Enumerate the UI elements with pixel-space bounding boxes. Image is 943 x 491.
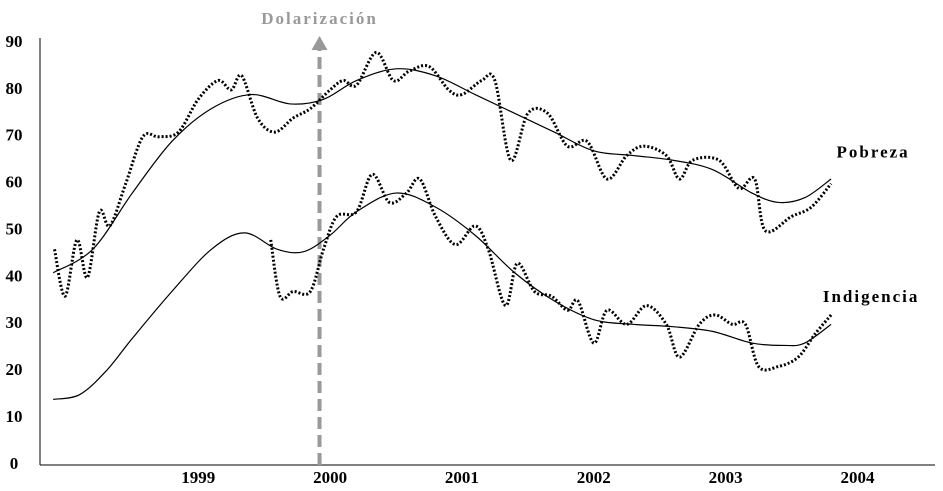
series-line bbox=[53, 50, 833, 298]
x-tick-label: 2004 bbox=[840, 468, 875, 487]
x-tick-label: 2000 bbox=[313, 468, 347, 487]
y-tick-label: 70 bbox=[6, 126, 23, 145]
y-tick-label: 80 bbox=[6, 79, 23, 98]
y-tick-label: 20 bbox=[6, 360, 23, 379]
y-tick-label: 40 bbox=[6, 266, 23, 285]
y-tick-label: 90 bbox=[6, 32, 23, 51]
y-tick-label: 0 bbox=[10, 454, 19, 473]
y-tick-label: 10 bbox=[6, 407, 23, 426]
annotation-arrowhead bbox=[311, 36, 328, 50]
x-tick-label: 2002 bbox=[577, 468, 611, 487]
series-line bbox=[52, 68, 832, 274]
x-tick-label: 2003 bbox=[709, 468, 743, 487]
y-tick-label: 60 bbox=[6, 173, 23, 192]
annotation-label: Dolarización bbox=[261, 9, 378, 28]
series-line bbox=[269, 172, 833, 372]
x-tick-label: 1999 bbox=[181, 468, 215, 487]
series-label: Indigencia bbox=[823, 287, 920, 306]
y-tick-label: 30 bbox=[6, 313, 23, 332]
x-tick-label: 2001 bbox=[445, 468, 479, 487]
y-tick-label: 50 bbox=[6, 219, 23, 238]
series-line bbox=[53, 192, 832, 400]
series-label: Pobreza bbox=[837, 143, 910, 162]
